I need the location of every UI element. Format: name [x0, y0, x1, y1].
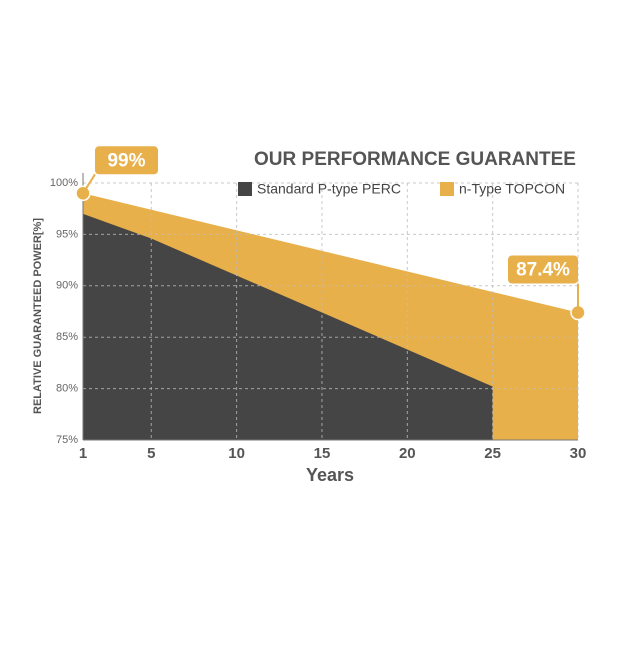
y-axis-label: RELATIVE GUARANTEED POWER[%] — [32, 218, 44, 414]
y-tick-label: 95% — [56, 228, 78, 240]
callout-leader — [82, 173, 96, 194]
chart-title: OUR PERFORMANCE GUARANTEE — [254, 149, 576, 170]
x-tick-label: 10 — [228, 445, 245, 462]
legend-label: n-Type TOPCON — [459, 181, 565, 197]
x-tick-label: 5 — [147, 445, 155, 462]
value-label: 87.4% — [516, 260, 570, 281]
y-tick-label: 90% — [56, 280, 78, 292]
y-tick-label: 100% — [50, 177, 78, 189]
x-tick-label: 30 — [570, 445, 587, 462]
y-tick-label: 80% — [56, 383, 78, 395]
y-tick-label: 75% — [56, 434, 78, 446]
value-label: 99% — [107, 150, 145, 171]
callout-box — [508, 255, 578, 284]
y-tick-label: 85% — [56, 331, 78, 343]
x-axis-label: Years — [306, 465, 354, 485]
x-tick-label: 25 — [484, 445, 501, 462]
legend-swatch — [238, 182, 252, 196]
legend-swatch — [440, 182, 454, 196]
x-tick-label: 15 — [314, 445, 331, 462]
x-tick-label: 1 — [79, 445, 87, 462]
callout-box — [95, 146, 158, 175]
x-tick-label: 20 — [399, 445, 416, 462]
legend-label: Standard P-type PERC — [257, 181, 401, 197]
area — [83, 213, 493, 440]
